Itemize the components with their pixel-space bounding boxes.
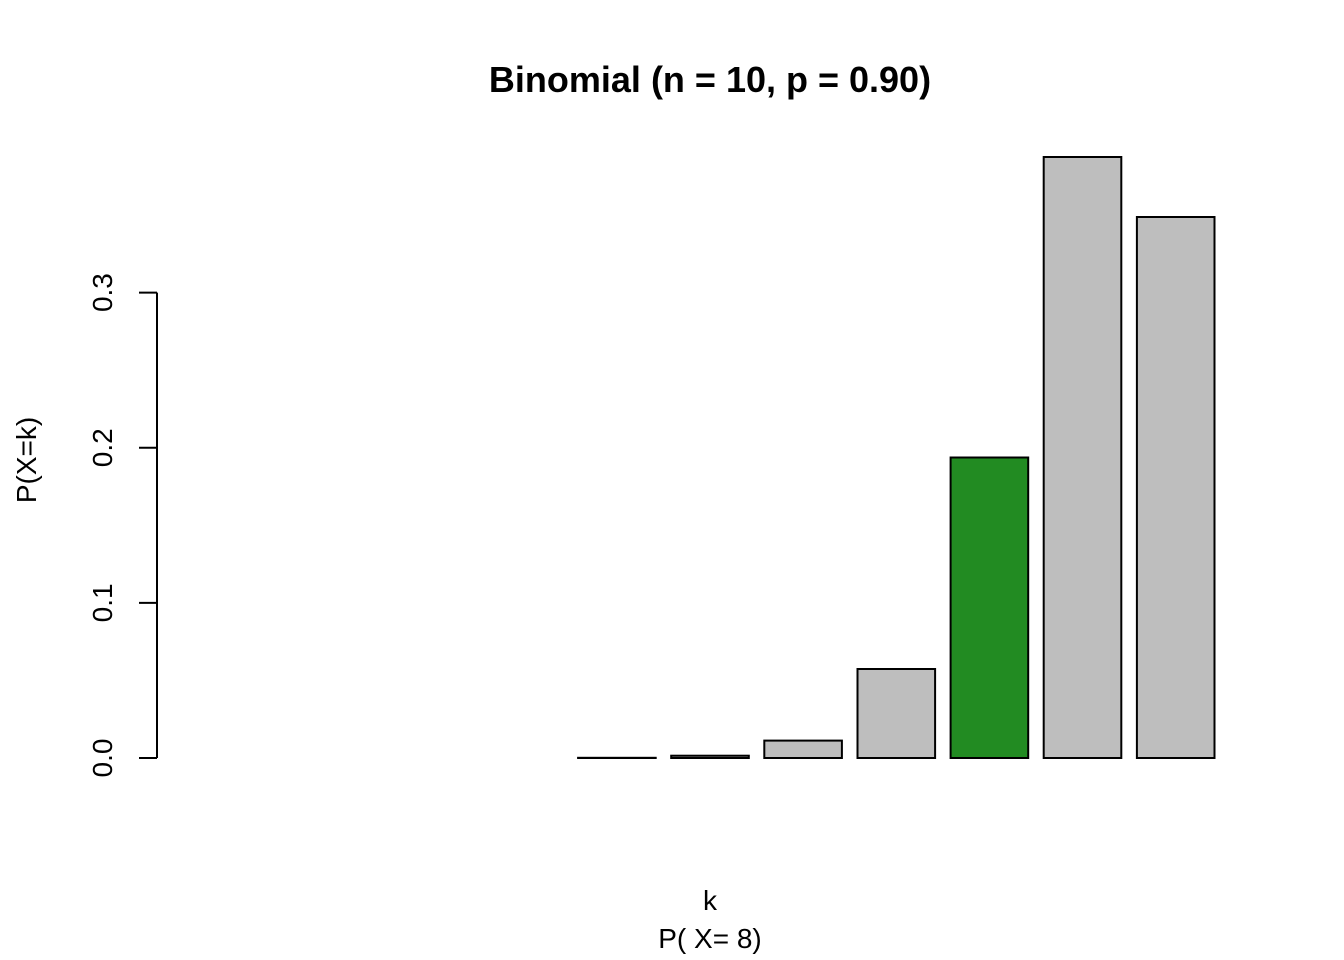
y-tick-label: 0.1 (87, 583, 118, 622)
bar-k-6 (763, 739, 843, 759)
chart-subtitle: P( X= 8) (658, 923, 761, 954)
bar-k-10 (1135, 216, 1216, 759)
bar-k-9 (1042, 156, 1123, 759)
bar-k-8 (949, 456, 1030, 759)
x-axis-label: k (703, 885, 718, 916)
y-axis-label: P(X=k) (11, 417, 42, 503)
bar-k-7 (856, 668, 937, 759)
chart-title: Binomial (n = 10, p = 0.90) (489, 59, 931, 100)
y-tick-label: 0.2 (87, 428, 118, 467)
y-axis: 0.0 0.1 0.2 0.3 (87, 273, 158, 778)
y-tick-label: 0.3 (87, 273, 118, 312)
y-tick-label: 0.0 (87, 739, 118, 778)
bar-k-5 (670, 754, 750, 760)
bars-group (577, 156, 1216, 760)
